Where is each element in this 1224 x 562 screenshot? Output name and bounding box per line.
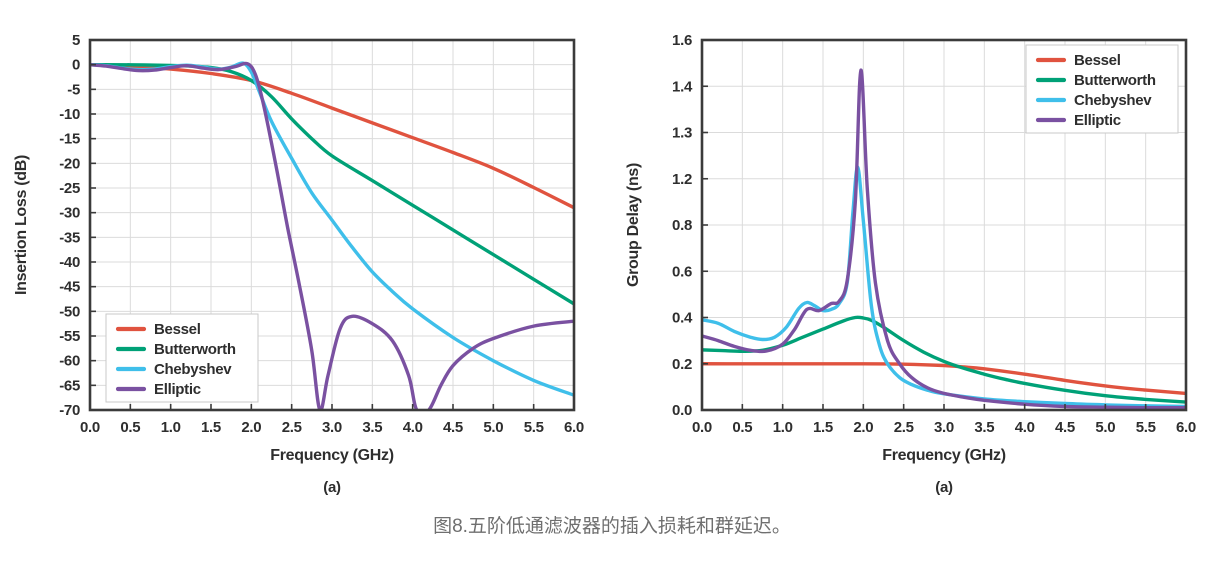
x-tick-label: 4.5 [443, 419, 463, 436]
y-tick-label: 1.2 [672, 171, 692, 188]
legend-label-butterworth: Butterworth [1074, 72, 1156, 89]
y-tick-label: -10 [59, 106, 80, 123]
subplot-label: (a) [323, 479, 341, 496]
x-tick-label: 1.0 [773, 419, 793, 436]
insertion-loss-chart: 0.0 0.5 1.0 1.5 2.0 2.5 3.0 3.5 4.0 4.5 5.0 5.5 6.0 5… [0, 0, 612, 505]
x-tick-label: 2.5 [894, 419, 914, 436]
y-tick-label: -5 [67, 81, 80, 98]
series-elliptic [90, 61, 574, 410]
legend-label-chebyshev: Chebyshev [154, 361, 232, 378]
insertion-loss-plot: 0.0 0.5 1.0 1.5 2.0 2.5 3.0 3.5 4.0 4.5 5.0 5.5 6.0 5… [13, 32, 584, 496]
x-tick-label: 0.5 [732, 419, 752, 436]
x-tick-label: 2.0 [853, 419, 873, 436]
legend-label-elliptic: Elliptic [1074, 112, 1121, 129]
charts-row: 0.0 0.5 1.0 1.5 2.0 2.5 3.0 3.5 4.0 4.5 5.0 5.5 6.0 5… [0, 0, 1224, 505]
group-delay-chart: 0.0 0.5 1.0 1.5 2.0 2.5 3.0 3.5 4.0 4.5 5.0 5.5 6.0 0… [612, 0, 1224, 505]
y-tick-label: -70 [59, 402, 80, 419]
y-tick-label: -45 [59, 279, 80, 296]
series-elliptic [702, 68, 1186, 410]
x-tick-label: 0.0 [692, 419, 712, 436]
y-tick-label: 0.6 [672, 263, 692, 280]
group-delay-plot: 0.0 0.5 1.0 1.5 2.0 2.5 3.0 3.5 4.0 4.5 5.0 5.5 6.00… [625, 32, 1196, 496]
y-tick-label: -30 [59, 205, 80, 222]
x-tick-label: 3.5 [362, 419, 382, 436]
y-tick-label: -25 [59, 180, 80, 197]
y-tick-label: 5 [72, 32, 80, 49]
legend-label-bessel: Bessel [154, 321, 201, 338]
x-tick-label: 3.5 [974, 419, 994, 436]
x-axis-title: Frequency (GHz) [270, 447, 394, 464]
x-tick-label: 6.0 [564, 419, 584, 436]
y-tick-labels: 0.0 0.2 0.4 0.6 0.8 1.2 1.3 1.4 1.6 [672, 32, 693, 419]
y-tick-label: -55 [59, 328, 80, 345]
x-tick-label: 5.5 [524, 419, 544, 436]
legend-label-butterworth: Butterworth [154, 341, 236, 358]
figure-caption: 图8.五阶低通滤波器的插入损耗和群延迟。 [433, 516, 791, 537]
x-tick-label: 1.5 [201, 419, 221, 436]
y-tick-label: -35 [59, 229, 80, 246]
y-tick-label: -40 [59, 254, 80, 271]
y-tick-label: 0.0 [672, 402, 692, 419]
y-tick-label: 1.4 [672, 78, 693, 95]
series-group [702, 68, 1186, 410]
y-tick-label: -50 [59, 303, 80, 320]
x-tick-label: 5.5 [1136, 419, 1156, 436]
legend-label-bessel: Bessel [1074, 52, 1121, 69]
y-tick-labels: 5 0 -5 -10 -15 -20 -25 -30 -35 -40 -45 -50 -55 -60 -65… [59, 32, 80, 419]
legend: Bessel Butterworth Chebyshev Elliptic [1025, 44, 1179, 134]
y-tick-label: -20 [59, 155, 80, 172]
series-group [90, 61, 574, 410]
x-tick-labels: 0.0 0.5 1.0 1.5 2.0 2.5 3.0 3.5 4.0 4.5 5.0 5.5 6.0 [692, 419, 1196, 436]
y-tick-label: 1.3 [672, 125, 692, 142]
y-axis-title: Insertion Loss (dB) [13, 155, 30, 295]
x-tick-label: 5.0 [1095, 419, 1115, 436]
y-tick-label: 1.6 [672, 32, 692, 49]
legend-label-chebyshev: Chebyshev [1074, 92, 1152, 109]
x-tick-label: 6.0 [1176, 419, 1196, 436]
x-tick-label: 2.5 [282, 419, 302, 436]
tick-marks [701, 39, 1187, 411]
x-tick-labels: 0.0 0.5 1.0 1.5 2.0 2.5 3.0 3.5 4.0 4.5 5.0 5.5 6.0 [80, 419, 584, 436]
x-tick-label: 1.0 [161, 419, 181, 436]
x-tick-label: 4.0 [1015, 419, 1035, 436]
x-tick-label: 4.5 [1055, 419, 1075, 436]
y-tick-label: -60 [59, 353, 80, 370]
y-tick-label: -65 [59, 377, 80, 394]
x-tick-label: 5.0 [483, 419, 503, 436]
y-tick-label: -15 [59, 131, 80, 148]
legend: Bessel Butterworth Chebyshev Elliptic [105, 313, 259, 403]
legend-label-elliptic: Elliptic [154, 381, 201, 398]
x-tick-label: 3.0 [934, 419, 954, 436]
x-tick-label: 4.0 [403, 419, 423, 436]
y-tick-label: 0 [72, 57, 80, 74]
y-tick-label: 0.4 [672, 310, 693, 327]
x-tick-label: 0.5 [120, 419, 140, 436]
subplot-label: (a) [935, 479, 953, 496]
tick-marks [89, 39, 575, 411]
x-axis-title: Frequency (GHz) [882, 447, 1006, 464]
x-tick-label: 3.0 [322, 419, 342, 436]
y-tick-label: 0.8 [672, 217, 692, 234]
y-tick-label: 0.2 [672, 356, 692, 373]
y-axis-title: Group Delay (ns) [625, 163, 642, 287]
x-tick-label: 0.0 [80, 419, 100, 436]
x-tick-label: 1.5 [813, 419, 833, 436]
x-tick-label: 2.0 [241, 419, 261, 436]
